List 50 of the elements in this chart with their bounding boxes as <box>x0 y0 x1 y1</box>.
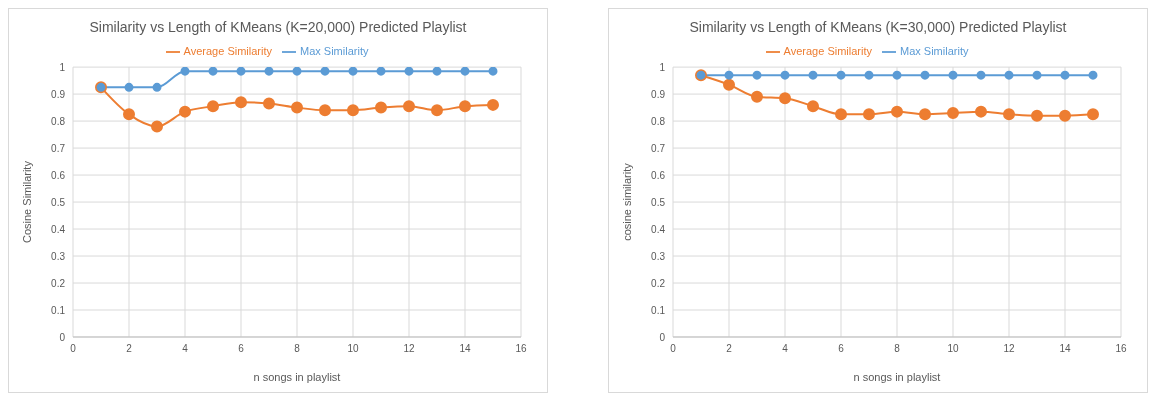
y-tick-label: 0.9 <box>651 88 666 100</box>
y-tick-label: 0.2 <box>51 277 66 289</box>
y-tick-label: 0.2 <box>651 277 666 289</box>
y-tick-label: 0.9 <box>51 88 66 100</box>
x-tick-label: 10 <box>347 343 359 355</box>
y-tick-label: 1 <box>59 61 66 73</box>
x-tick-label: 12 <box>403 343 415 355</box>
x-tick-label: 2 <box>726 343 733 355</box>
y-tick-label: 0.4 <box>651 223 666 235</box>
x-tick-label: 4 <box>782 343 789 355</box>
y-axis-title: cosine similarity <box>620 162 633 241</box>
y-axis-title: Cosine Similarity <box>20 160 33 244</box>
x-tick-label: 8 <box>294 343 301 355</box>
x-tick-label: 10 <box>947 343 959 355</box>
y-tick-label: 0.6 <box>51 169 66 181</box>
x-tick-label: 6 <box>238 343 245 355</box>
chart-title: Similarity vs Length of KMeans (K=30,000) Predicted Playlist <box>688 19 1068 37</box>
x-tick-label: 16 <box>515 343 527 355</box>
y-tick-label: 0.1 <box>651 304 666 316</box>
x-tick-label: 0 <box>670 343 677 355</box>
x-tick-label: 6 <box>838 343 845 355</box>
x-tick-label: 16 <box>1115 343 1127 355</box>
y-tick-label: 0.7 <box>651 142 666 154</box>
y-tick-label: 0.8 <box>651 115 666 127</box>
y-tick-label: 0.3 <box>51 250 66 262</box>
x-axis-title: n songs in playlist <box>853 370 941 383</box>
y-tick-label: 0.6 <box>651 169 666 181</box>
legend-label: Average Similarity <box>183 45 272 57</box>
legend-label: Max Similarity <box>900 45 969 57</box>
x-axis-title: n songs in playlist <box>253 370 341 383</box>
x-tick-label: 12 <box>1003 343 1015 355</box>
y-tick-label: 0.5 <box>51 196 66 208</box>
legend-label: Average Similarity <box>783 45 872 57</box>
y-tick-label: 0.4 <box>51 223 66 235</box>
y-tick-label: 1 <box>659 61 666 73</box>
y-tick-label: 0 <box>59 331 66 343</box>
chart-title: Similarity vs Length of KMeans (K=20,000) Predicted Playlist <box>88 19 468 37</box>
legend-label: Max Similarity <box>300 45 369 57</box>
y-tick-label: 0.8 <box>51 115 66 127</box>
y-tick-label: 0.1 <box>51 304 66 316</box>
y-tick-label: 0.7 <box>51 142 66 154</box>
y-tick-label: 0.3 <box>651 250 666 262</box>
y-tick-label: 0.5 <box>651 196 666 208</box>
x-tick-label: 0 <box>70 343 77 355</box>
x-tick-label: 8 <box>894 343 901 355</box>
x-tick-label: 14 <box>1059 343 1071 355</box>
x-tick-label: 14 <box>459 343 471 355</box>
y-tick-label: 0 <box>659 331 666 343</box>
x-tick-label: 4 <box>182 343 189 355</box>
x-tick-label: 2 <box>126 343 133 355</box>
